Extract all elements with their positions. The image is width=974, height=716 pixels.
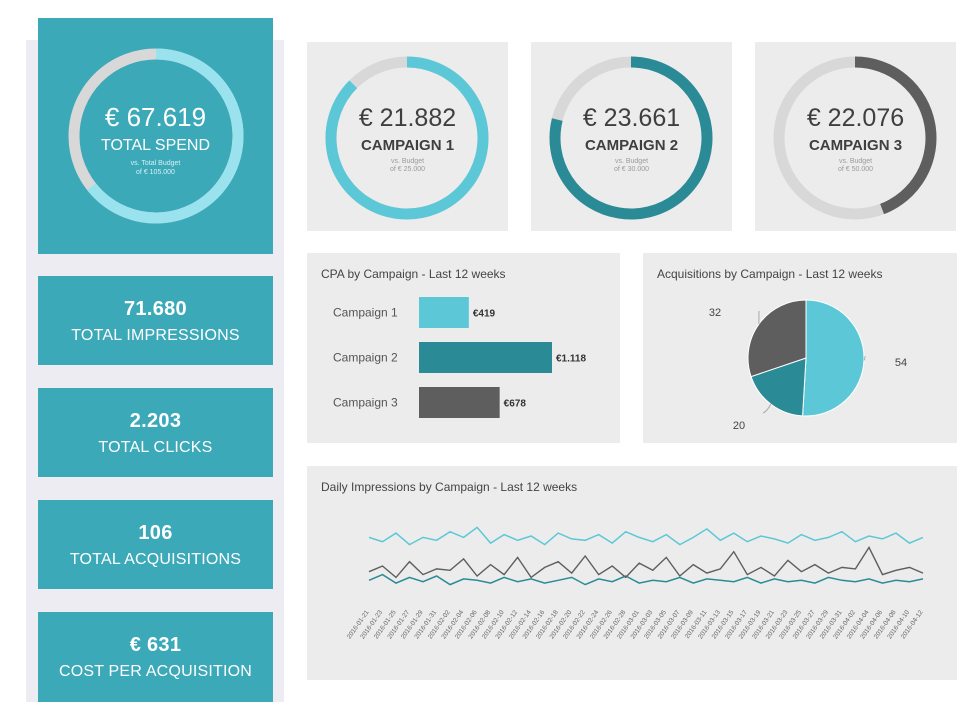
kpi-label: TOTAL ACQUISITIONS bbox=[69, 551, 242, 568]
campaign-1-card: € 21.882 CAMPAIGN 1 vs. Budget of € 25.0… bbox=[307, 42, 508, 231]
pie-slice bbox=[802, 299, 865, 417]
kpi-tile-acquisitions: 106 TOTAL ACQUISITIONS bbox=[38, 500, 273, 589]
pie-value-label: 20 bbox=[733, 420, 745, 432]
kpi-value: 71.680 bbox=[124, 298, 187, 320]
acquisitions-chart-title: Acquisitions by Campaign - Last 12 weeks bbox=[657, 267, 883, 281]
total-spend-label: TOTAL SPEND bbox=[100, 137, 211, 154]
total-spend-ring bbox=[68, 48, 244, 224]
campaign-ring-arc bbox=[325, 56, 489, 220]
bar-value-label: €1.118 bbox=[556, 354, 586, 365]
campaign-1-ring bbox=[325, 56, 489, 220]
bar-value-label: €678 bbox=[504, 399, 527, 410]
campaign-3-name: CAMPAIGN 3 bbox=[808, 137, 903, 154]
kpi-value: 2.203 bbox=[129, 410, 182, 432]
acquisitions-chart-panel: Acquisitions by Campaign - Last 12 weeks… bbox=[643, 253, 957, 443]
cpa-bar bbox=[419, 297, 469, 328]
cpa-chart-panel: CPA by Campaign - Last 12 weeks Campaign… bbox=[307, 253, 620, 443]
campaign-2-card: € 23.661 CAMPAIGN 2 vs. Budget of € 30.0… bbox=[531, 42, 732, 231]
impressions-line-chart: 2016-01-212016-01-232016-01-252016-01-27… bbox=[346, 526, 925, 640]
pie-leader-line bbox=[762, 403, 772, 414]
campaign-ring-arc bbox=[854, 56, 937, 215]
line-series bbox=[368, 545, 924, 579]
cpa-bar bbox=[419, 342, 552, 373]
campaign-1-sub1: vs. Budget bbox=[390, 158, 425, 165]
campaign-2-name: CAMPAIGN 2 bbox=[584, 137, 679, 154]
campaign-3-sub1: vs. Budget bbox=[838, 158, 873, 165]
bar-value-label: €419 bbox=[473, 309, 496, 320]
kpi-label: TOTAL CLICKS bbox=[98, 439, 213, 456]
campaign-2-sub1: vs. Budget bbox=[614, 158, 649, 165]
campaign-3-card: € 22.076 CAMPAIGN 3 vs. Budget of € 50.0… bbox=[755, 42, 956, 231]
line-series bbox=[368, 573, 924, 586]
kpi-tile-cpa: € 631 COST PER ACQUISITION bbox=[38, 612, 273, 702]
campaign-3-ring bbox=[773, 56, 937, 220]
pie-slice bbox=[750, 357, 807, 417]
total-spend-sub1: vs. Total Budget bbox=[130, 160, 181, 167]
pie-value-label: 32 bbox=[709, 307, 721, 319]
campaign-2-sub2: of € 30.000 bbox=[613, 166, 650, 173]
pie-value-label: 54 bbox=[895, 357, 907, 369]
bar-category-label: Campaign 1 bbox=[333, 306, 398, 320]
total-spend-value: € 67.619 bbox=[104, 102, 207, 132]
campaign-3-sub2: of € 50.000 bbox=[837, 166, 874, 173]
acquisitions-pie-chart: 54 20 32 bbox=[709, 299, 907, 432]
campaign-ring-arc bbox=[549, 56, 713, 220]
campaign-3-value: € 22.076 bbox=[806, 104, 905, 132]
cpa-bar bbox=[419, 387, 500, 418]
campaign-1-sub2: of € 25.000 bbox=[389, 166, 426, 173]
cpa-chart-title: CPA by Campaign - Last 12 weeks bbox=[321, 267, 506, 281]
impressions-chart-panel: Daily Impressions by Campaign - Last 12 … bbox=[307, 466, 957, 680]
campaign-2-value: € 23.661 bbox=[582, 104, 681, 132]
cpa-bar-chart: Campaign 1 €419 Campaign 2 €1.118 Campaign 3… bbox=[333, 297, 586, 418]
total-spend-arc bbox=[87, 48, 244, 224]
bar-category-label: Campaign 2 bbox=[333, 351, 398, 365]
campaign-1-name: CAMPAIGN 1 bbox=[360, 137, 455, 154]
kpi-label: COST PER ACQUISITION bbox=[58, 663, 253, 680]
pie-leader-line bbox=[863, 355, 866, 361]
pie-slice bbox=[747, 299, 807, 378]
total-spend-sub2: of € 105.000 bbox=[136, 169, 175, 176]
kpi-value: 106 bbox=[138, 522, 173, 544]
line-series bbox=[368, 526, 924, 546]
kpi-label: TOTAL IMPRESSIONS bbox=[71, 327, 240, 344]
total-spend-tile: € 67.619 TOTAL SPEND vs. Total Budget of… bbox=[38, 18, 273, 254]
campaign-2-ring bbox=[549, 56, 713, 220]
kpi-value: € 631 bbox=[129, 634, 182, 656]
impressions-chart-title: Daily Impressions by Campaign - Last 12 … bbox=[321, 480, 578, 494]
campaign-1-value: € 21.882 bbox=[358, 104, 457, 132]
bar-category-label: Campaign 3 bbox=[333, 396, 398, 410]
kpi-tile-clicks: 2.203 TOTAL CLICKS bbox=[38, 388, 273, 477]
kpi-tile-impressions: 71.680 TOTAL IMPRESSIONS bbox=[38, 276, 273, 365]
